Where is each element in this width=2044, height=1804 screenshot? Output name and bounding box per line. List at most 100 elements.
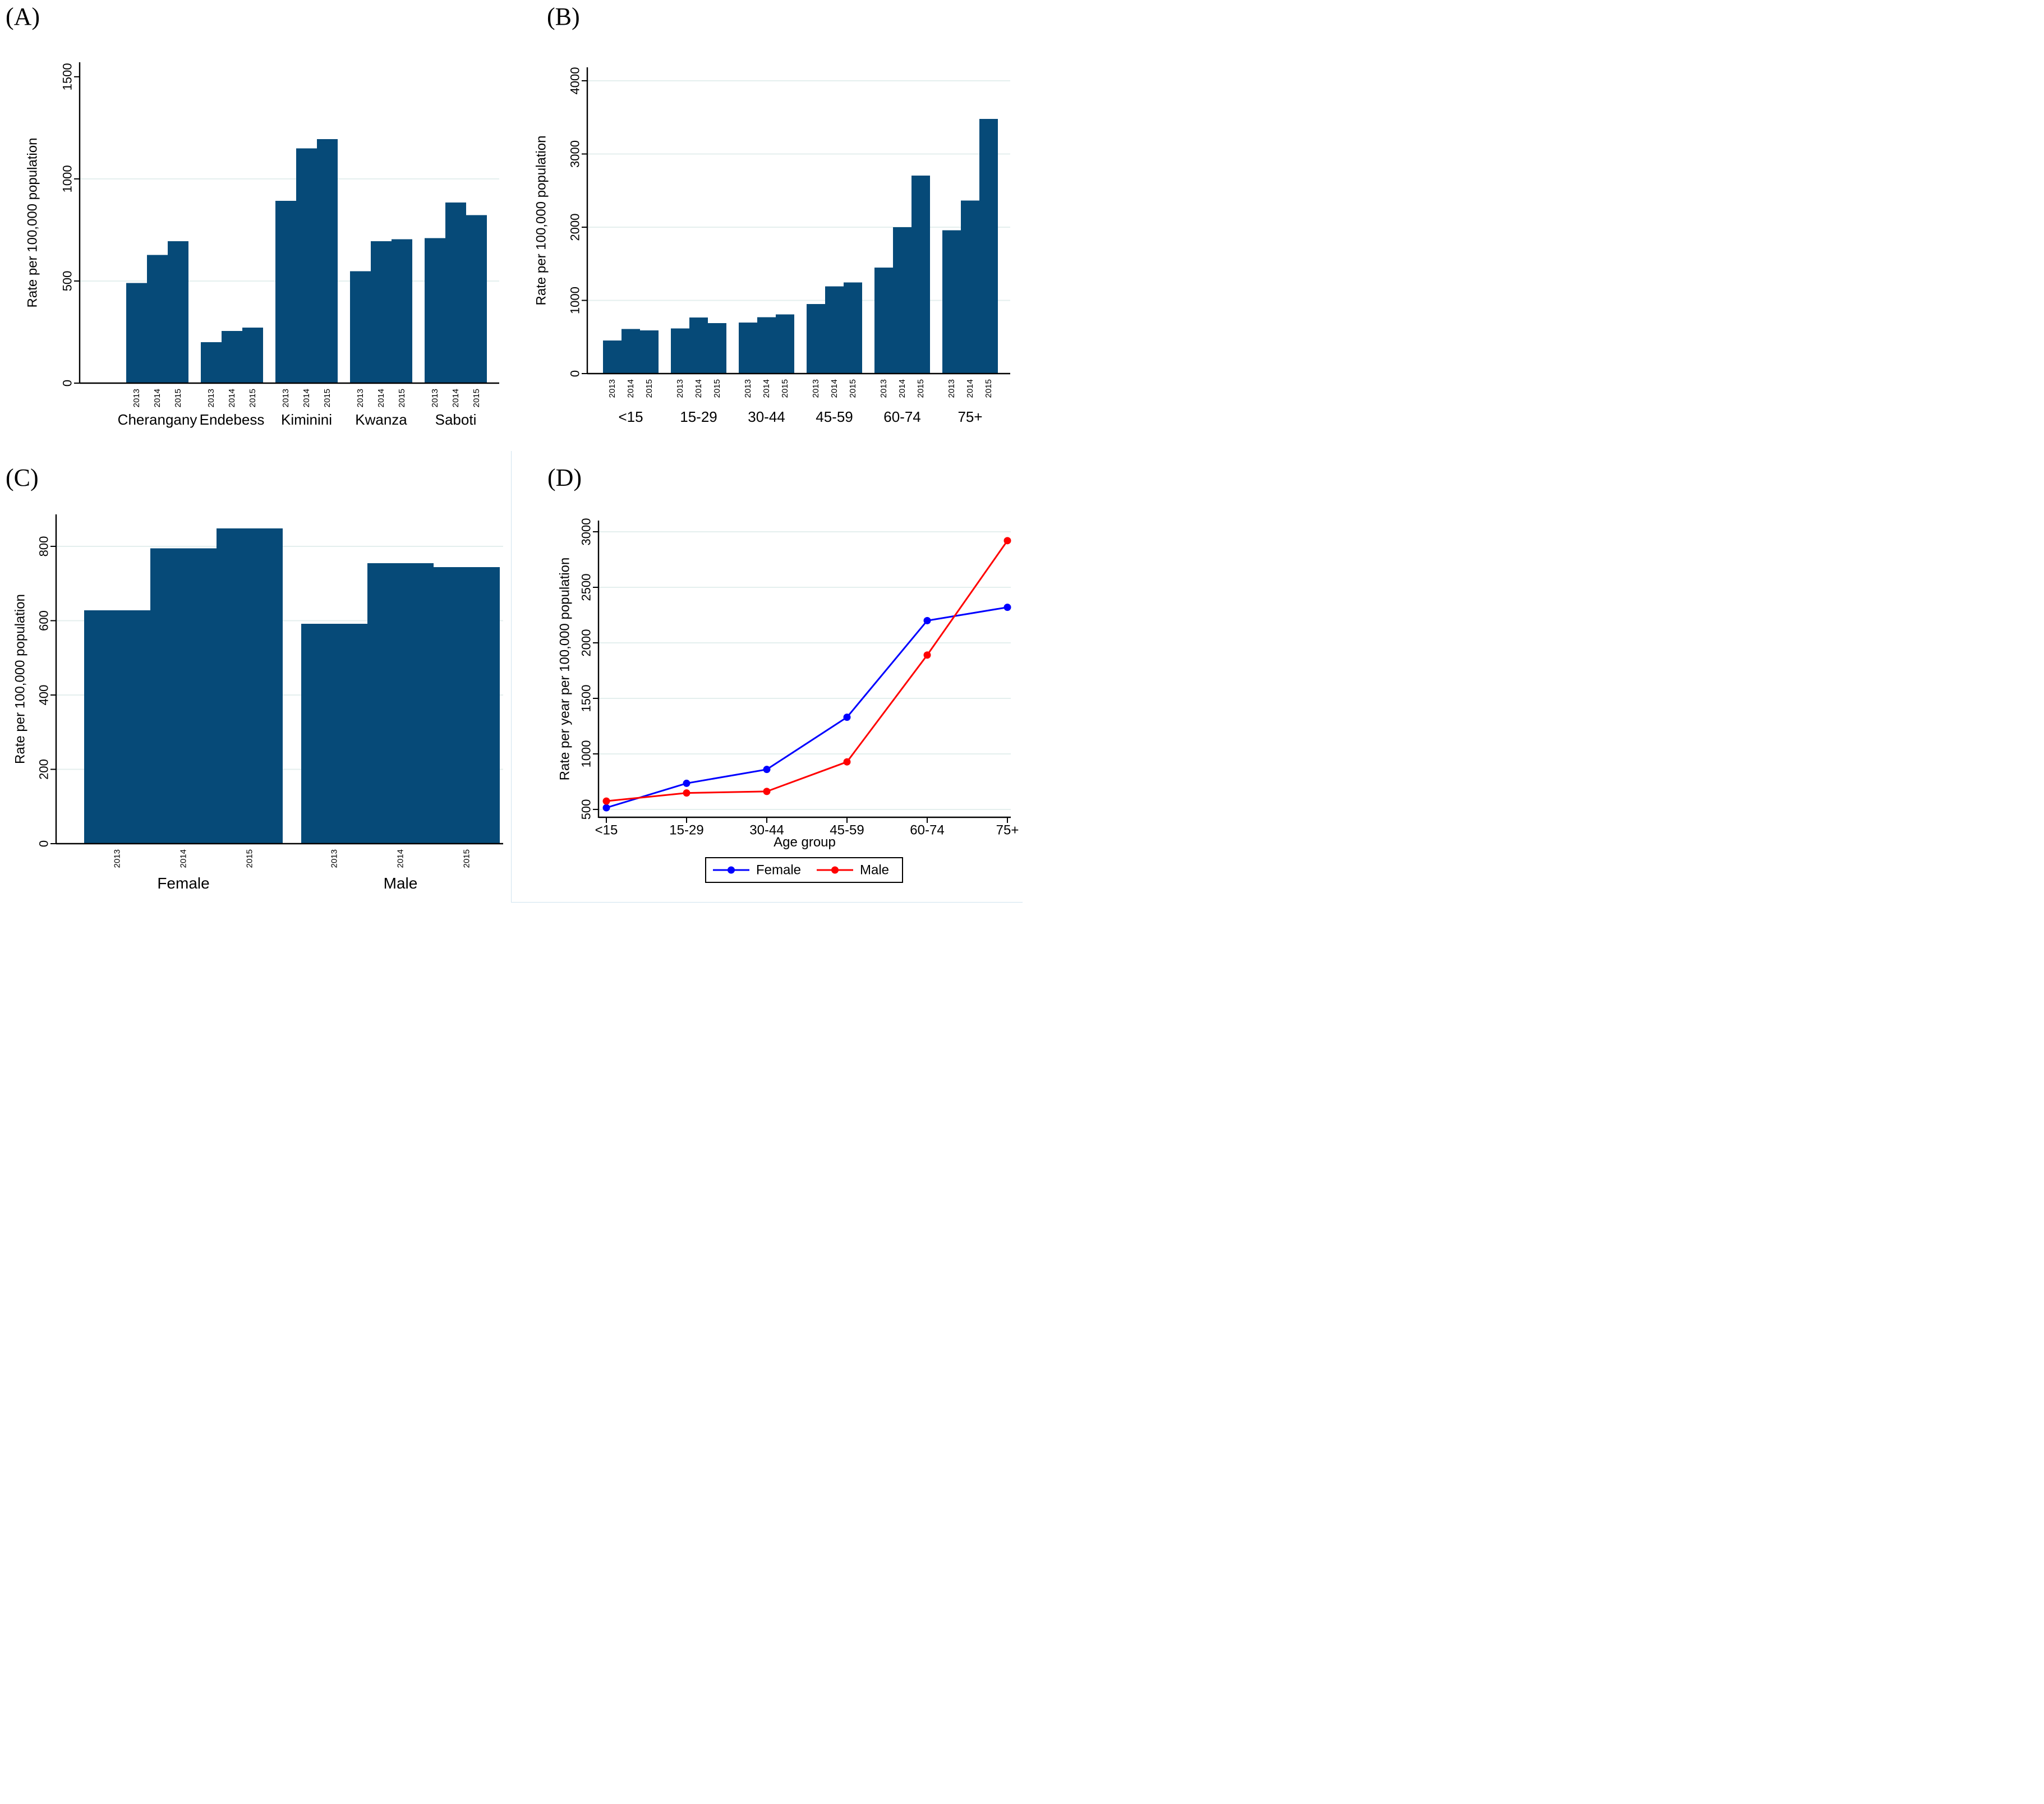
y-tick-label: 1000: [579, 740, 593, 767]
legend-label-Female: Female: [756, 863, 801, 878]
year-tick-label: 2015: [848, 379, 858, 398]
bar-30-44-2015: [776, 314, 794, 374]
year-tick-label: 2014: [302, 389, 311, 407]
bar-Cherangany-2015: [168, 241, 188, 383]
y-tick-label: 2000: [579, 629, 593, 656]
bar-<15-2014: [622, 329, 640, 374]
y-tick-label: 600: [37, 610, 51, 631]
bar-Cherangany-2014: [147, 255, 168, 383]
bar-<15-2013: [603, 340, 622, 374]
bar-<15-2015: [640, 330, 659, 374]
y-tick-label: 200: [37, 759, 51, 780]
year-tick-label: 2014: [396, 849, 406, 868]
legend-marker-Male: [831, 866, 839, 874]
year-tick-label: 2013: [132, 389, 141, 407]
bar-60-74-2013: [874, 267, 893, 374]
bar-Endebess-2015: [242, 327, 263, 383]
year-tick-label: 2014: [153, 389, 162, 407]
chart-d-line-age-sex: 500 1000 1500 2000 2500 3000 Rate per year per…: [558, 518, 1019, 883]
x-tick-label: 60-74: [910, 823, 944, 838]
bar-45-59-2013: [807, 304, 825, 374]
y-tick-label: 1500: [579, 684, 593, 712]
y-tick-label: 1000: [61, 165, 75, 192]
data-point-Female-75+: [1003, 604, 1011, 611]
y-tick-label: 4000: [568, 67, 582, 95]
year-tick-label: 2013: [430, 389, 440, 407]
group-label: Saboti: [435, 411, 477, 428]
x-tick-label: 15-29: [669, 823, 703, 838]
bar-Kiminini-2014: [296, 148, 317, 383]
year-tick-label: 2014: [762, 379, 771, 398]
x-axis-title: Age group: [774, 835, 836, 850]
year-tick-label: 2015: [248, 389, 257, 407]
bar-30-44-2013: [739, 323, 757, 374]
panel-c: (C) 2013 2014 2015 Female 2013 2014 2015 Male 0 2…: [0, 451, 511, 902]
y-axis-title: Rate per year per 100,000 population: [558, 558, 573, 781]
bar-Male-2014: [367, 563, 434, 844]
data-point-Male-60-74: [923, 651, 931, 659]
group-label: 60-74: [883, 408, 921, 425]
year-tick-label: 2014: [626, 379, 636, 398]
series-line-Male: [606, 540, 1009, 802]
bar-45-59-2014: [825, 286, 844, 374]
y-tick-label: 2500: [579, 574, 593, 601]
y-axis-title: Rate per 100,000 population: [25, 138, 40, 308]
group-label: Male: [384, 875, 418, 892]
year-tick-label: 2014: [179, 849, 188, 868]
year-tick-label: 2014: [451, 389, 461, 407]
bar-Saboti-2015: [466, 215, 487, 383]
bar-Female-2014: [150, 548, 217, 844]
group-label: Cherangany: [118, 411, 197, 428]
x-tick-label: 45-59: [830, 823, 864, 838]
group-label: 45-59: [816, 408, 853, 425]
bar-15-29-2014: [689, 317, 708, 374]
year-tick-label: 2013: [947, 379, 956, 398]
legend-marker-Female: [728, 866, 735, 874]
group-label: 30-44: [748, 408, 785, 425]
data-point-Female-<15: [602, 804, 610, 812]
data-point-Male-30-44: [763, 788, 771, 795]
year-tick-label: 2013: [330, 849, 339, 868]
bar-Male-2015: [434, 567, 500, 844]
series-line-Female: [606, 606, 1008, 809]
year-tick-label: 2015: [984, 379, 993, 398]
x-tick-label: 75+: [996, 823, 1019, 838]
four-panel-rate-figure: (A) 2013 2014 2015 Cherangany 2013 2014 2015 En…: [0, 0, 1023, 903]
group-label: Kiminini: [281, 411, 332, 428]
data-point-Male-15-29: [683, 789, 690, 797]
year-tick-label: 2014: [694, 379, 703, 398]
year-tick-label: 2013: [281, 389, 291, 407]
year-tick-label: 2015: [780, 379, 790, 398]
bar-15-29-2013: [671, 328, 689, 374]
bar-45-59-2015: [844, 282, 862, 374]
data-point-Female-45-59: [843, 714, 851, 721]
bar-75+-2015: [979, 118, 998, 374]
group-label: 75+: [957, 408, 982, 425]
year-tick-label: 2013: [879, 379, 889, 398]
panel-letter-d: (D): [547, 464, 582, 491]
year-tick-label: 2015: [397, 389, 407, 407]
bar-Kwanza-2015: [392, 239, 412, 383]
y-axis-title: Rate per 100,000 population: [13, 594, 28, 764]
chart-a-bar-sub-county: 2013 2014 2015 Cherangany 2013 2014 2015 Endebe…: [25, 62, 499, 428]
data-point-Male-45-59: [843, 758, 851, 766]
y-tick-label: 1500: [61, 63, 75, 90]
bar-Kiminini-2015: [317, 139, 338, 383]
year-tick-label: 2015: [644, 379, 654, 398]
panel-b: (B) 2013 2014 2015 <15 2013 2014 2015 15-29 2013…: [511, 0, 1022, 451]
y-axis-title: Rate per 100,000 population: [534, 136, 549, 306]
year-tick-label: 2015: [462, 849, 472, 868]
bar-Kiminini-2013: [275, 200, 296, 383]
y-tick-label: 800: [37, 536, 51, 557]
y-tick-label: 0: [37, 840, 51, 847]
year-tick-label: 2015: [472, 389, 481, 407]
year-tick-label: 2015: [323, 389, 332, 407]
bar-Female-2015: [217, 528, 283, 844]
year-tick-label: 2015: [916, 379, 926, 398]
group-label: Kwanza: [355, 411, 407, 428]
year-tick-label: 2014: [227, 389, 237, 407]
year-tick-label: 2013: [113, 849, 122, 868]
year-tick-label: 2014: [830, 379, 839, 398]
panel-a: (A) 2013 2014 2015 Cherangany 2013 2014 2015 En…: [0, 0, 511, 451]
bar-60-74-2015: [911, 176, 930, 374]
